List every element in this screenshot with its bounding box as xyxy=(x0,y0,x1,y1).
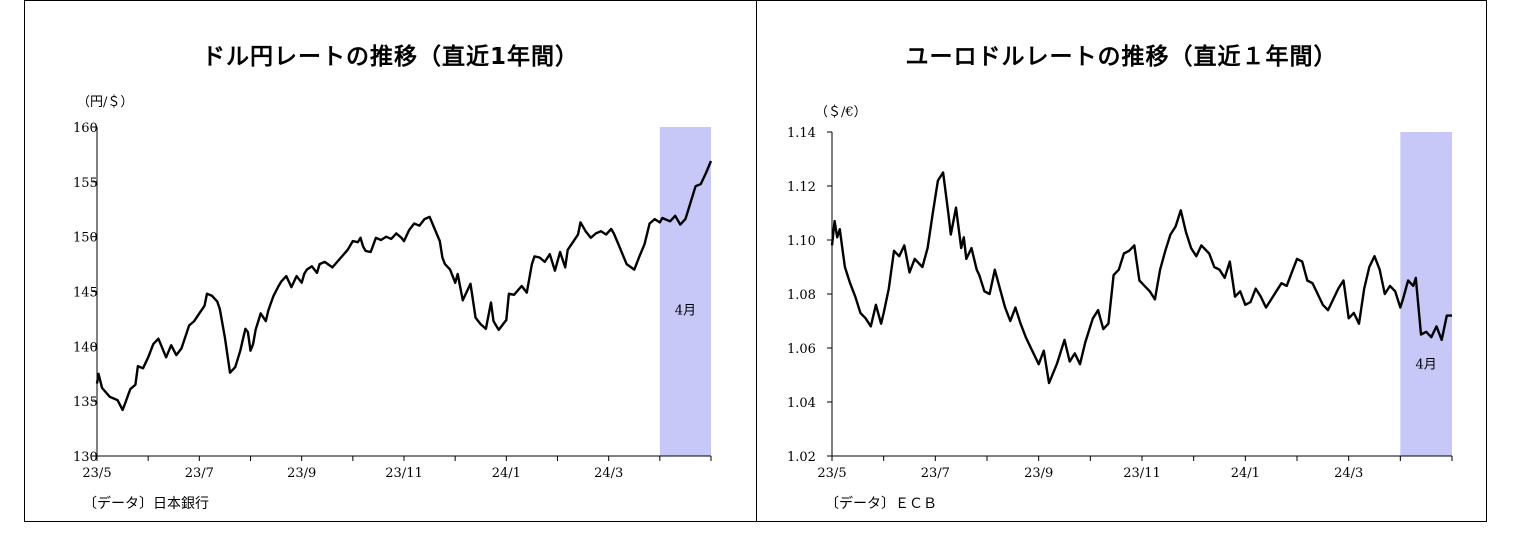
usdjpy-series-line xyxy=(95,160,713,412)
eurusd-series-line xyxy=(830,171,1452,385)
usdjpy-y-tick-label: 135 xyxy=(73,395,98,410)
usdjpy-unit-label: （円/＄） xyxy=(77,95,134,110)
eurusd-y-tick-label: 1.12 xyxy=(787,180,816,195)
usdjpy-x-tick-label: 24/1 xyxy=(492,466,521,481)
eurusd-x-tick-label: 23/5 xyxy=(817,466,846,481)
eurusd-y-tick-label: 1.04 xyxy=(787,396,816,411)
usdjpy-chart-panel: ドル円レートの推移（直近1年間） （円/＄） 130 135 140 145 150 15… xyxy=(24,0,757,522)
usdjpy-y-tick-label: 145 xyxy=(73,286,98,301)
eurusd-chart-title: ユーロドルレートの推移（直近１年間） xyxy=(905,44,1338,70)
eurusd-highlight-label: 4月 xyxy=(1416,358,1437,373)
usdjpy-x-tick-label: 23/7 xyxy=(185,466,214,481)
usdjpy-y-tick-label: 160 xyxy=(73,121,98,136)
usdjpy-source-note: 〔データ〕日本銀行 xyxy=(83,496,209,512)
eurusd-y-tick-label: 1.02 xyxy=(787,450,816,465)
usdjpy-chart-title: ドル円レートの推移（直近1年間） xyxy=(201,44,579,70)
eurusd-y-tick-label: 1.08 xyxy=(787,288,816,303)
usdjpy-y-tick-label: 130 xyxy=(73,450,98,465)
eurusd-x-tick-label: 23/9 xyxy=(1024,466,1053,481)
usdjpy-x-tick-label: 23/5 xyxy=(82,466,111,481)
usdjpy-x-tick-label: 23/11 xyxy=(385,466,422,481)
eurusd-source-note: 〔データ〕ＥＣＢ xyxy=(825,496,937,512)
usdjpy-highlight-label: 4月 xyxy=(675,304,696,319)
usdjpy-y-tick-label: 150 xyxy=(73,231,98,246)
eurusd-line-chart: 1.02 1.04 1.06 1.08 1.10 1.12 1.14 23/5 23/7 23/9… xyxy=(787,126,1453,481)
usdjpy-x-tick-label: 23/9 xyxy=(287,466,316,481)
usdjpy-y-tick-label: 155 xyxy=(73,176,98,191)
eurusd-x-tick-label: 24/3 xyxy=(1334,466,1363,481)
eurusd-unit-label: （＄/€） xyxy=(815,105,867,120)
eurusd-x-tick-label: 23/11 xyxy=(1123,466,1160,481)
usdjpy-x-tick-label: 24/3 xyxy=(594,466,623,481)
usdjpy-y-tick-label: 140 xyxy=(73,340,98,355)
eurusd-highlight-band xyxy=(1400,132,1452,456)
eurusd-x-tick-label: 23/7 xyxy=(921,466,950,481)
eurusd-y-tick-label: 1.14 xyxy=(787,126,816,141)
eurusd-y-tick-label: 1.06 xyxy=(787,342,816,357)
eurusd-x-tick-label: 24/1 xyxy=(1231,466,1260,481)
usdjpy-line-chart: 130 135 140 145 150 155 160 23/5 23/7 23/9 23/11 24… xyxy=(73,121,713,481)
eurusd-chart-panel: ユーロドルレートの推移（直近１年間） （＄/€） 1.02 1.04 1.06 1.0… xyxy=(756,0,1487,522)
eurusd-y-tick-label: 1.10 xyxy=(787,234,816,249)
